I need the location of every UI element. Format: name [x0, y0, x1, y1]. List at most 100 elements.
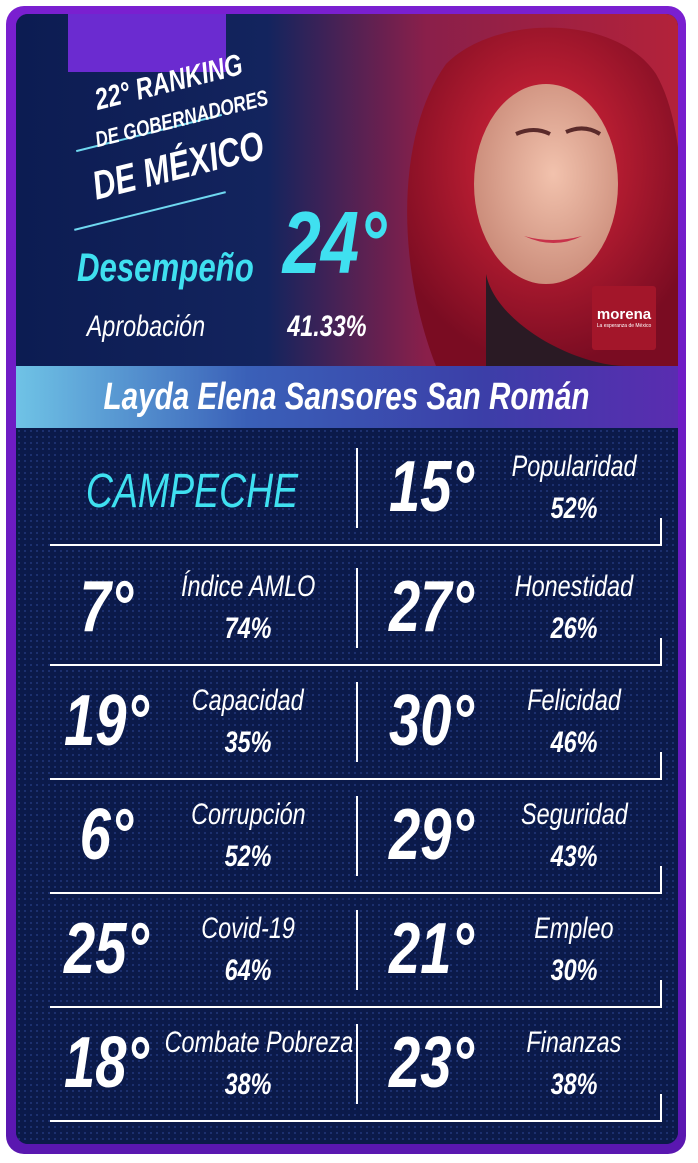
metric-value-text: 74% — [224, 612, 272, 645]
metric-value: 46% — [494, 726, 654, 760]
column-divider — [356, 448, 358, 528]
metric-value-text: 46% — [550, 726, 598, 759]
metric-label-text: Índice AMLO — [180, 570, 316, 603]
row-bracket — [660, 638, 662, 666]
state-name: CAMPECHE — [56, 464, 328, 519]
metric-value: 74% — [168, 612, 328, 646]
metric-rank-text: 18° — [63, 1023, 149, 1103]
metric-rank: 30° — [351, 680, 511, 762]
row-rule — [50, 1006, 662, 1008]
metric-label: Empleo — [464, 912, 678, 946]
metric-rank-text: 19° — [63, 681, 149, 761]
metric-label-text: Felicidad — [527, 684, 621, 717]
metric-value-text: 38% — [550, 1068, 598, 1101]
metric-value: 52% — [168, 840, 328, 874]
metric-label-text: Capacidad — [192, 684, 304, 717]
row-rule — [50, 544, 662, 546]
metric-value: 52% — [494, 492, 654, 526]
metric-rank: 29° — [351, 794, 511, 876]
column-divider — [356, 682, 358, 762]
column-divider — [356, 796, 358, 876]
metric-rank: 7° — [26, 566, 186, 648]
metric-rank-text: 6° — [79, 795, 133, 875]
portrait — [407, 27, 678, 366]
metric-value: 64% — [168, 954, 328, 988]
metric-rank-text: 30° — [388, 681, 474, 761]
metric-label: Seguridad — [464, 798, 678, 832]
metric-value-text: 52% — [550, 492, 598, 525]
metric-value-text: 43% — [550, 840, 598, 873]
metric-value: 30% — [494, 954, 654, 988]
metric-rank: 6° — [26, 794, 186, 876]
name-banner: Layda Elena Sansores San Román — [16, 366, 678, 428]
metric-label: Covid-19 — [138, 912, 358, 946]
column-divider — [356, 910, 358, 990]
performance-label: Desempeño — [76, 246, 254, 290]
metric-label: Finanzas — [464, 1026, 678, 1060]
party-slogan: La esperanza de México — [596, 323, 652, 329]
card: 22° RANKING DE GOBERNADORES DE MÉXICO De… — [6, 6, 686, 1154]
governor-name: Layda Elena Sansores San Román — [104, 376, 590, 418]
metric-rank-text: 23° — [388, 1023, 474, 1103]
column-divider — [356, 1024, 358, 1104]
row-bracket — [660, 980, 662, 1008]
metric-rank: 27° — [351, 566, 511, 648]
party-logo: morena La esperanza de México — [592, 286, 656, 350]
row-bracket — [660, 866, 662, 894]
metric-label: Índice AMLO — [138, 570, 358, 604]
metric-rank: 19° — [26, 680, 186, 762]
metric-rank: 23° — [351, 1022, 511, 1104]
header: 22° RANKING DE GOBERNADORES DE MÉXICO De… — [16, 14, 678, 366]
metric-rank-text: 15° — [388, 447, 474, 527]
state-name-text: CAMPECHE — [85, 465, 299, 518]
metric-rank: 15° — [351, 446, 511, 528]
metric-value: 38% — [494, 1068, 654, 1102]
metric-label: Honestidad — [464, 570, 678, 604]
metric-rank: 21° — [351, 908, 511, 990]
metrics-grid: CAMPECHE 15° Popularidad 52% 7° Índice AMLO 74… — [16, 428, 678, 1144]
column-divider — [356, 568, 358, 648]
metric-rank: 18° — [26, 1022, 186, 1104]
metric-label-text: Empleo — [534, 912, 614, 945]
row-rule — [50, 664, 662, 666]
metric-label: Corrupción — [138, 798, 358, 832]
row-rule — [50, 778, 662, 780]
metric-rank-text: 29° — [388, 795, 474, 875]
metric-value-text: 30% — [550, 954, 598, 987]
row-rule — [50, 1120, 662, 1122]
metric-label-text: Corrupción — [190, 798, 306, 831]
party-name: morena — [596, 306, 652, 323]
metric-label: Felicidad — [464, 684, 678, 718]
metric-value: 26% — [494, 612, 654, 646]
metric-value-text: 64% — [224, 954, 272, 987]
metric-label: Capacidad — [138, 684, 358, 718]
metric-label: Popularidad — [464, 450, 678, 484]
metric-rank-text: 7° — [79, 567, 133, 647]
metric-label-text: Honestidad — [514, 570, 634, 603]
metric-value: 35% — [168, 726, 328, 760]
row-rule — [50, 892, 662, 894]
row-bracket — [660, 1094, 662, 1122]
metric-value: 38% — [168, 1068, 328, 1102]
title-tab — [68, 14, 226, 72]
metric-rank: 25° — [26, 908, 186, 990]
row-bracket — [660, 752, 662, 780]
metric-label-text: Combate Pobreza — [164, 1026, 354, 1059]
metric-value-text: 38% — [224, 1068, 272, 1101]
metric-value-text: 52% — [224, 840, 272, 873]
approval-label: Aprobación — [86, 310, 206, 343]
performance-rank: 24° — [282, 193, 387, 292]
metric-label-text: Popularidad — [511, 450, 637, 483]
metric-label-text: Covid-19 — [201, 912, 295, 945]
metric-rank-text: 27° — [388, 567, 474, 647]
panel: 22° RANKING DE GOBERNADORES DE MÉXICO De… — [16, 14, 678, 1144]
metric-label-text: Seguridad — [520, 798, 628, 831]
metric-value-text: 26% — [550, 612, 598, 645]
metric-value-text: 35% — [224, 726, 272, 759]
metric-value: 43% — [494, 840, 654, 874]
approval-value: 41.33% — [287, 310, 367, 343]
metric-rank-text: 25° — [63, 909, 149, 989]
metric-label: Combate Pobreza — [138, 1026, 358, 1060]
metric-label-text: Finanzas — [526, 1026, 622, 1059]
metric-rank-text: 21° — [388, 909, 474, 989]
